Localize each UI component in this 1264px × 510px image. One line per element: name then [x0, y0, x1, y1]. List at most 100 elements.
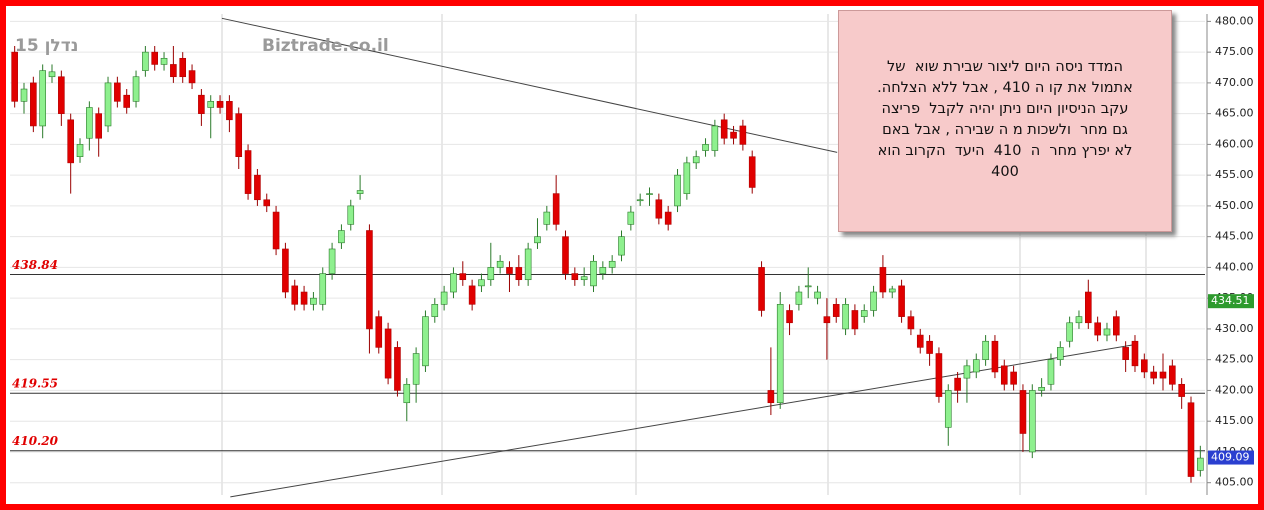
candle-body: [198, 94, 205, 114]
candle-body: [879, 267, 887, 293]
candle-body: [571, 273, 579, 281]
candle-body: [291, 285, 299, 305]
candle-body: [804, 285, 812, 288]
candle-body: [636, 199, 644, 202]
candle-body: [487, 267, 495, 281]
y-tick-label: 420.00: [1215, 383, 1254, 396]
price-marker: [1208, 450, 1254, 465]
candle-body: [823, 316, 831, 324]
candle-body: [263, 199, 271, 207]
candle-body: [1131, 340, 1139, 367]
candle-body: [104, 82, 112, 127]
candle-body: [76, 144, 84, 158]
candle-body: [720, 119, 728, 139]
candle-body: [1169, 365, 1176, 385]
candle-body: [963, 365, 971, 379]
candle-body: [95, 113, 102, 139]
y-tick-label: 470.00: [1215, 76, 1254, 89]
candle-body: [674, 174, 681, 207]
y-tick-label: 465.00: [1215, 107, 1254, 120]
candle-body: [926, 340, 933, 354]
candle-body: [216, 101, 224, 108]
candle-body: [1019, 390, 1027, 434]
candle-body: [814, 291, 821, 299]
chart-frame: 405.00410.00415.00420.00425.00430.00435.…: [6, 6, 1258, 504]
candle-body: [954, 377, 961, 391]
candle-body: [1178, 383, 1185, 397]
candle-body: [1113, 316, 1120, 336]
candle-body: [20, 88, 28, 102]
candle-body: [1075, 316, 1083, 324]
y-tick-label: 475.00: [1215, 45, 1254, 58]
candle-body: [1000, 365, 1008, 385]
candle-body: [412, 353, 420, 385]
candle-body: [235, 113, 243, 158]
candle-body: [832, 304, 840, 317]
candle-body: [310, 297, 317, 305]
candle-body: [982, 340, 989, 360]
level-label: 438.84: [12, 258, 58, 272]
candle-body: [431, 304, 439, 317]
candle-body: [1066, 322, 1073, 342]
candle-body: [170, 64, 177, 78]
candle-body: [888, 288, 896, 293]
candle-body: [506, 267, 513, 274]
candle-body: [515, 267, 523, 281]
candle-body: [356, 190, 364, 194]
candle-body: [1038, 387, 1045, 391]
candle-body: [1159, 371, 1167, 379]
y-tick-label: 480.00: [1215, 14, 1254, 27]
candle-body: [422, 316, 429, 367]
candle-body: [898, 285, 905, 317]
candle-body: [207, 101, 215, 108]
annotation-line: 400: [991, 164, 1019, 180]
candle-body: [151, 51, 159, 65]
candle-body: [58, 76, 65, 114]
candle-body: [627, 211, 635, 225]
candle-body: [655, 199, 663, 219]
candle-body: [496, 260, 504, 268]
level-label: 410.20: [12, 434, 59, 448]
candle-body: [468, 285, 476, 305]
candle-body: [1197, 457, 1204, 471]
candle-body: [440, 291, 448, 305]
candle-body: [1103, 328, 1111, 336]
candle-body: [935, 353, 943, 397]
candle-body: [776, 304, 784, 404]
candle-body: [328, 248, 336, 274]
candle-body: [403, 383, 411, 404]
candle-body: [1028, 390, 1036, 453]
price-marker-label: 434.51: [1211, 294, 1250, 307]
candle-body: [730, 131, 737, 139]
candle-body: [543, 211, 551, 225]
candle-body: [1047, 359, 1055, 385]
y-tick-label: 455.00: [1215, 168, 1254, 181]
candle-body: [1085, 291, 1092, 324]
annotation-line: אתמול את קו ה 410 , אבל ללא הצלחה.: [877, 80, 1133, 96]
trend-line: [221, 17, 838, 153]
y-tick-label: 425.00: [1215, 353, 1254, 366]
candle-body: [552, 193, 560, 225]
candle-body: [375, 316, 383, 348]
candle-body: [366, 230, 373, 330]
candle-body: [272, 211, 280, 250]
candle-body: [795, 291, 803, 305]
candle-body: [590, 260, 597, 287]
candle-body: [524, 248, 532, 281]
candle-body: [944, 390, 952, 428]
candle-body: [1141, 359, 1148, 373]
candle-body: [300, 291, 308, 305]
candle-body: [608, 260, 616, 268]
trend-line: [230, 344, 1134, 498]
candle-body: [1010, 371, 1017, 385]
candle-body: [618, 236, 625, 256]
candle-body: [179, 57, 187, 78]
candle-body: [338, 230, 345, 244]
y-tick-label: 440.00: [1215, 260, 1254, 273]
candle-body: [646, 193, 653, 195]
watermark: נדלן 15: [15, 36, 78, 56]
candle-body: [188, 70, 196, 84]
candle-body: [842, 304, 849, 330]
price-marker: [1208, 294, 1254, 309]
candle-body: [562, 236, 569, 274]
